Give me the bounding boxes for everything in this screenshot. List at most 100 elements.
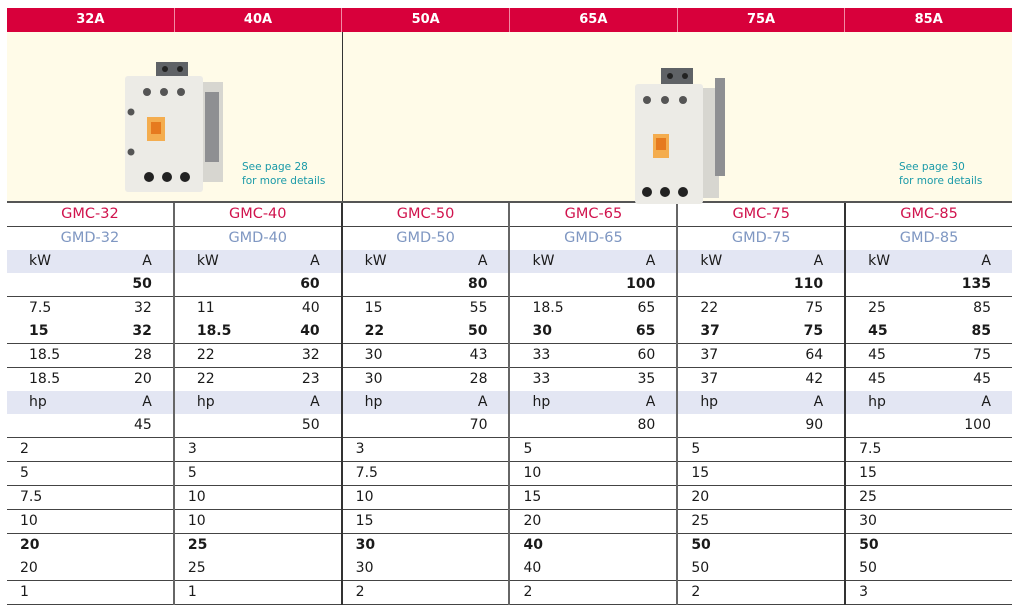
hp-value: 15 <box>859 465 877 481</box>
hp-value: 3 <box>187 441 197 457</box>
kw-value: 18.5 <box>29 347 61 363</box>
hp-value: 20 <box>20 537 40 553</box>
kw-value: 33 <box>532 347 551 363</box>
gmd-model-label: GMD-32 <box>60 230 120 246</box>
amp-value: 40 <box>301 300 320 316</box>
kw-value: 15 <box>364 300 383 316</box>
kw-value: 18.5 <box>29 371 61 387</box>
amp-label: A <box>813 253 824 269</box>
model-column-32: GMC-32 GMD-32 kW A 50 7.5 32 15 32 18.5 28 1… <box>7 203 173 605</box>
kw-value: 22 <box>700 300 719 316</box>
spec-grid: GMC-32 GMD-32 kW A 50 7.5 32 15 32 18.5 28 1… <box>7 203 1012 605</box>
amp-value: 65 <box>635 323 656 339</box>
amp-value: 42 <box>805 371 824 387</box>
hp-value: 15 <box>355 513 374 529</box>
hp-amp-value: 50 <box>301 417 320 433</box>
hp-amp-value: 45 <box>134 417 152 433</box>
hp-value: 15 <box>691 465 710 481</box>
kw-label: kW <box>196 253 219 269</box>
model-column-40: GMC-40 GMD-40 kW A 60 11 40 18.5 40 22 32 22… <box>172 203 341 605</box>
hp-value: 20 <box>523 513 542 529</box>
hp-amp-value: 90 <box>805 417 824 433</box>
amp-label: A <box>981 394 991 410</box>
gmc-model-label: GMC-50 <box>396 206 455 222</box>
amp-value: 85 <box>971 323 991 339</box>
hp-value: 50 <box>691 537 711 553</box>
hp-value: 5 <box>187 465 197 481</box>
ac1-amp-value: 80 <box>468 276 488 292</box>
kw-value: 45 <box>868 323 888 339</box>
kw-value: 37 <box>700 323 720 339</box>
gmc-model-label: GMC-75 <box>732 206 790 222</box>
hp-value: 10 <box>187 489 206 505</box>
kw-value: 18.5 <box>532 300 564 316</box>
rating-header-65a: 65A <box>509 8 677 32</box>
see-page-note-left: See page 28 for more details <box>242 161 326 187</box>
ac1-amp-value: 110 <box>793 276 824 292</box>
kw-value: 18.5 <box>196 323 232 339</box>
hp-value: 25 <box>187 537 208 553</box>
kw-value: 22 <box>364 323 385 339</box>
hp-value: 1 <box>187 584 197 600</box>
hp-value: 10 <box>20 513 38 529</box>
hp-value: 10 <box>187 513 206 529</box>
amp-value: 32 <box>134 300 152 316</box>
kw-value: 37 <box>700 347 719 363</box>
kw-label: kW <box>364 253 387 269</box>
amp-value: 28 <box>469 371 488 387</box>
hp-value: 40 <box>523 537 543 553</box>
amp-value: 32 <box>301 347 320 363</box>
ac1-amp-value: 50 <box>132 276 152 292</box>
kw-value: 30 <box>532 323 552 339</box>
amp-value: 75 <box>973 347 991 363</box>
gmd-model-label: GMD-75 <box>731 230 791 246</box>
amp-value: 45 <box>973 371 991 387</box>
amp-label: A <box>645 394 656 410</box>
product-image-row: See page 28 for more details See page 30… <box>7 32 1012 204</box>
amp-value: 65 <box>637 300 656 316</box>
amp-value: 55 <box>469 300 488 316</box>
amp-value: 40 <box>300 323 320 339</box>
gmd-model-label: GMD-65 <box>564 230 623 246</box>
hp-value: 25 <box>691 513 710 529</box>
amp-label: A <box>310 394 320 410</box>
kw-value: 37 <box>700 371 719 387</box>
contactor-spec-table: 32A 40A 50A 65A 75A 85A See page 28 for … <box>7 8 1012 605</box>
hp-value: 10 <box>523 465 542 481</box>
hp-label: hp <box>364 394 383 410</box>
ac1-amp-value: 135 <box>961 276 991 292</box>
rating-header-row: 32A 40A 50A 65A 75A 85A <box>7 8 1012 32</box>
amp-value: 23 <box>301 371 320 387</box>
hp-value: 5 <box>20 465 29 481</box>
hp-label: hp <box>700 394 719 410</box>
rating-header-85a: 85A <box>844 8 1012 32</box>
kw-label: kW <box>29 253 51 269</box>
rating-header-40a: 40A <box>173 8 342 32</box>
gmd-model-label: GMD-40 <box>228 230 288 246</box>
amp-value: 75 <box>805 300 824 316</box>
gmd-model-label: GMD-50 <box>396 230 455 246</box>
hp-value: 3 <box>859 584 869 600</box>
hp-label: hp <box>196 394 215 410</box>
gmc-model-label: GMC-65 <box>564 206 623 222</box>
rating-header-75a: 75A <box>676 8 845 32</box>
kw-value: 30 <box>364 347 383 363</box>
contactor-photo-large <box>635 68 725 204</box>
amp-label: A <box>142 253 152 269</box>
hp-value: 25 <box>187 560 206 576</box>
model-column-85: GMC-85 GMD-85 kW A 135 25 85 45 85 45 75 45 4… <box>844 203 1012 605</box>
hp-value: 15 <box>523 489 542 505</box>
hp-value: 30 <box>859 513 877 529</box>
hp-value: 3 <box>355 441 365 457</box>
amp-value: 75 <box>803 323 824 339</box>
model-column-65: GMC-65 GMD-65 kW A 100 18.5 65 30 65 33 60 3… <box>508 203 677 605</box>
kw-value: 15 <box>29 323 49 339</box>
see-page-note-right: See page 30 for more details <box>899 161 983 187</box>
amp-label: A <box>142 394 152 410</box>
kw-value: 25 <box>868 300 886 316</box>
kw-value: 45 <box>868 347 886 363</box>
hp-value: 7.5 <box>859 441 882 457</box>
kw-value: 22 <box>196 371 215 387</box>
amp-value: 43 <box>469 347 488 363</box>
hp-value: 20 <box>20 560 38 576</box>
